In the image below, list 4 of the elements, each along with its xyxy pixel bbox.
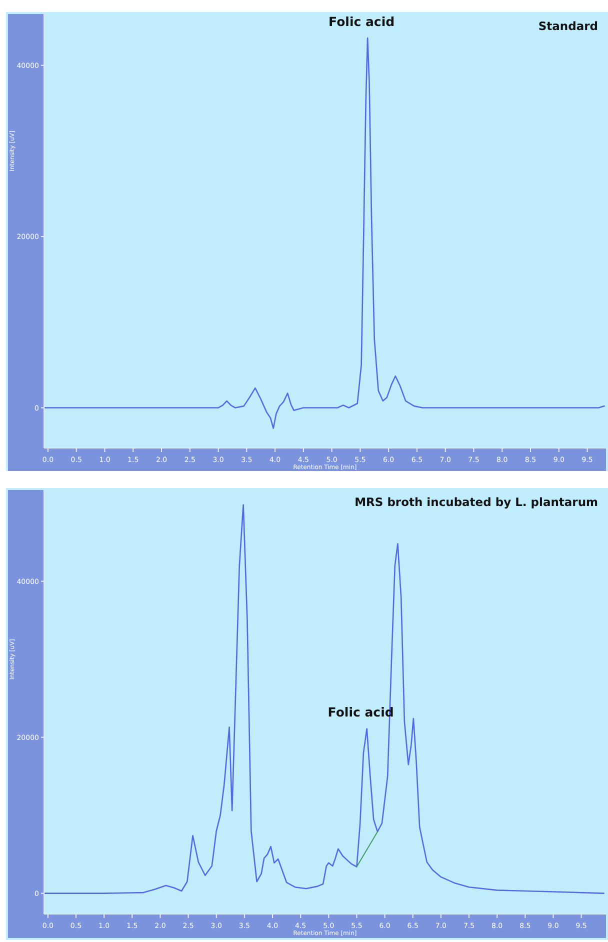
annotation: Folic acid xyxy=(328,14,395,29)
text: MRS broth incubated by L. plantarum xyxy=(354,495,598,509)
text: Standard xyxy=(538,19,598,33)
line-series xyxy=(44,37,605,429)
